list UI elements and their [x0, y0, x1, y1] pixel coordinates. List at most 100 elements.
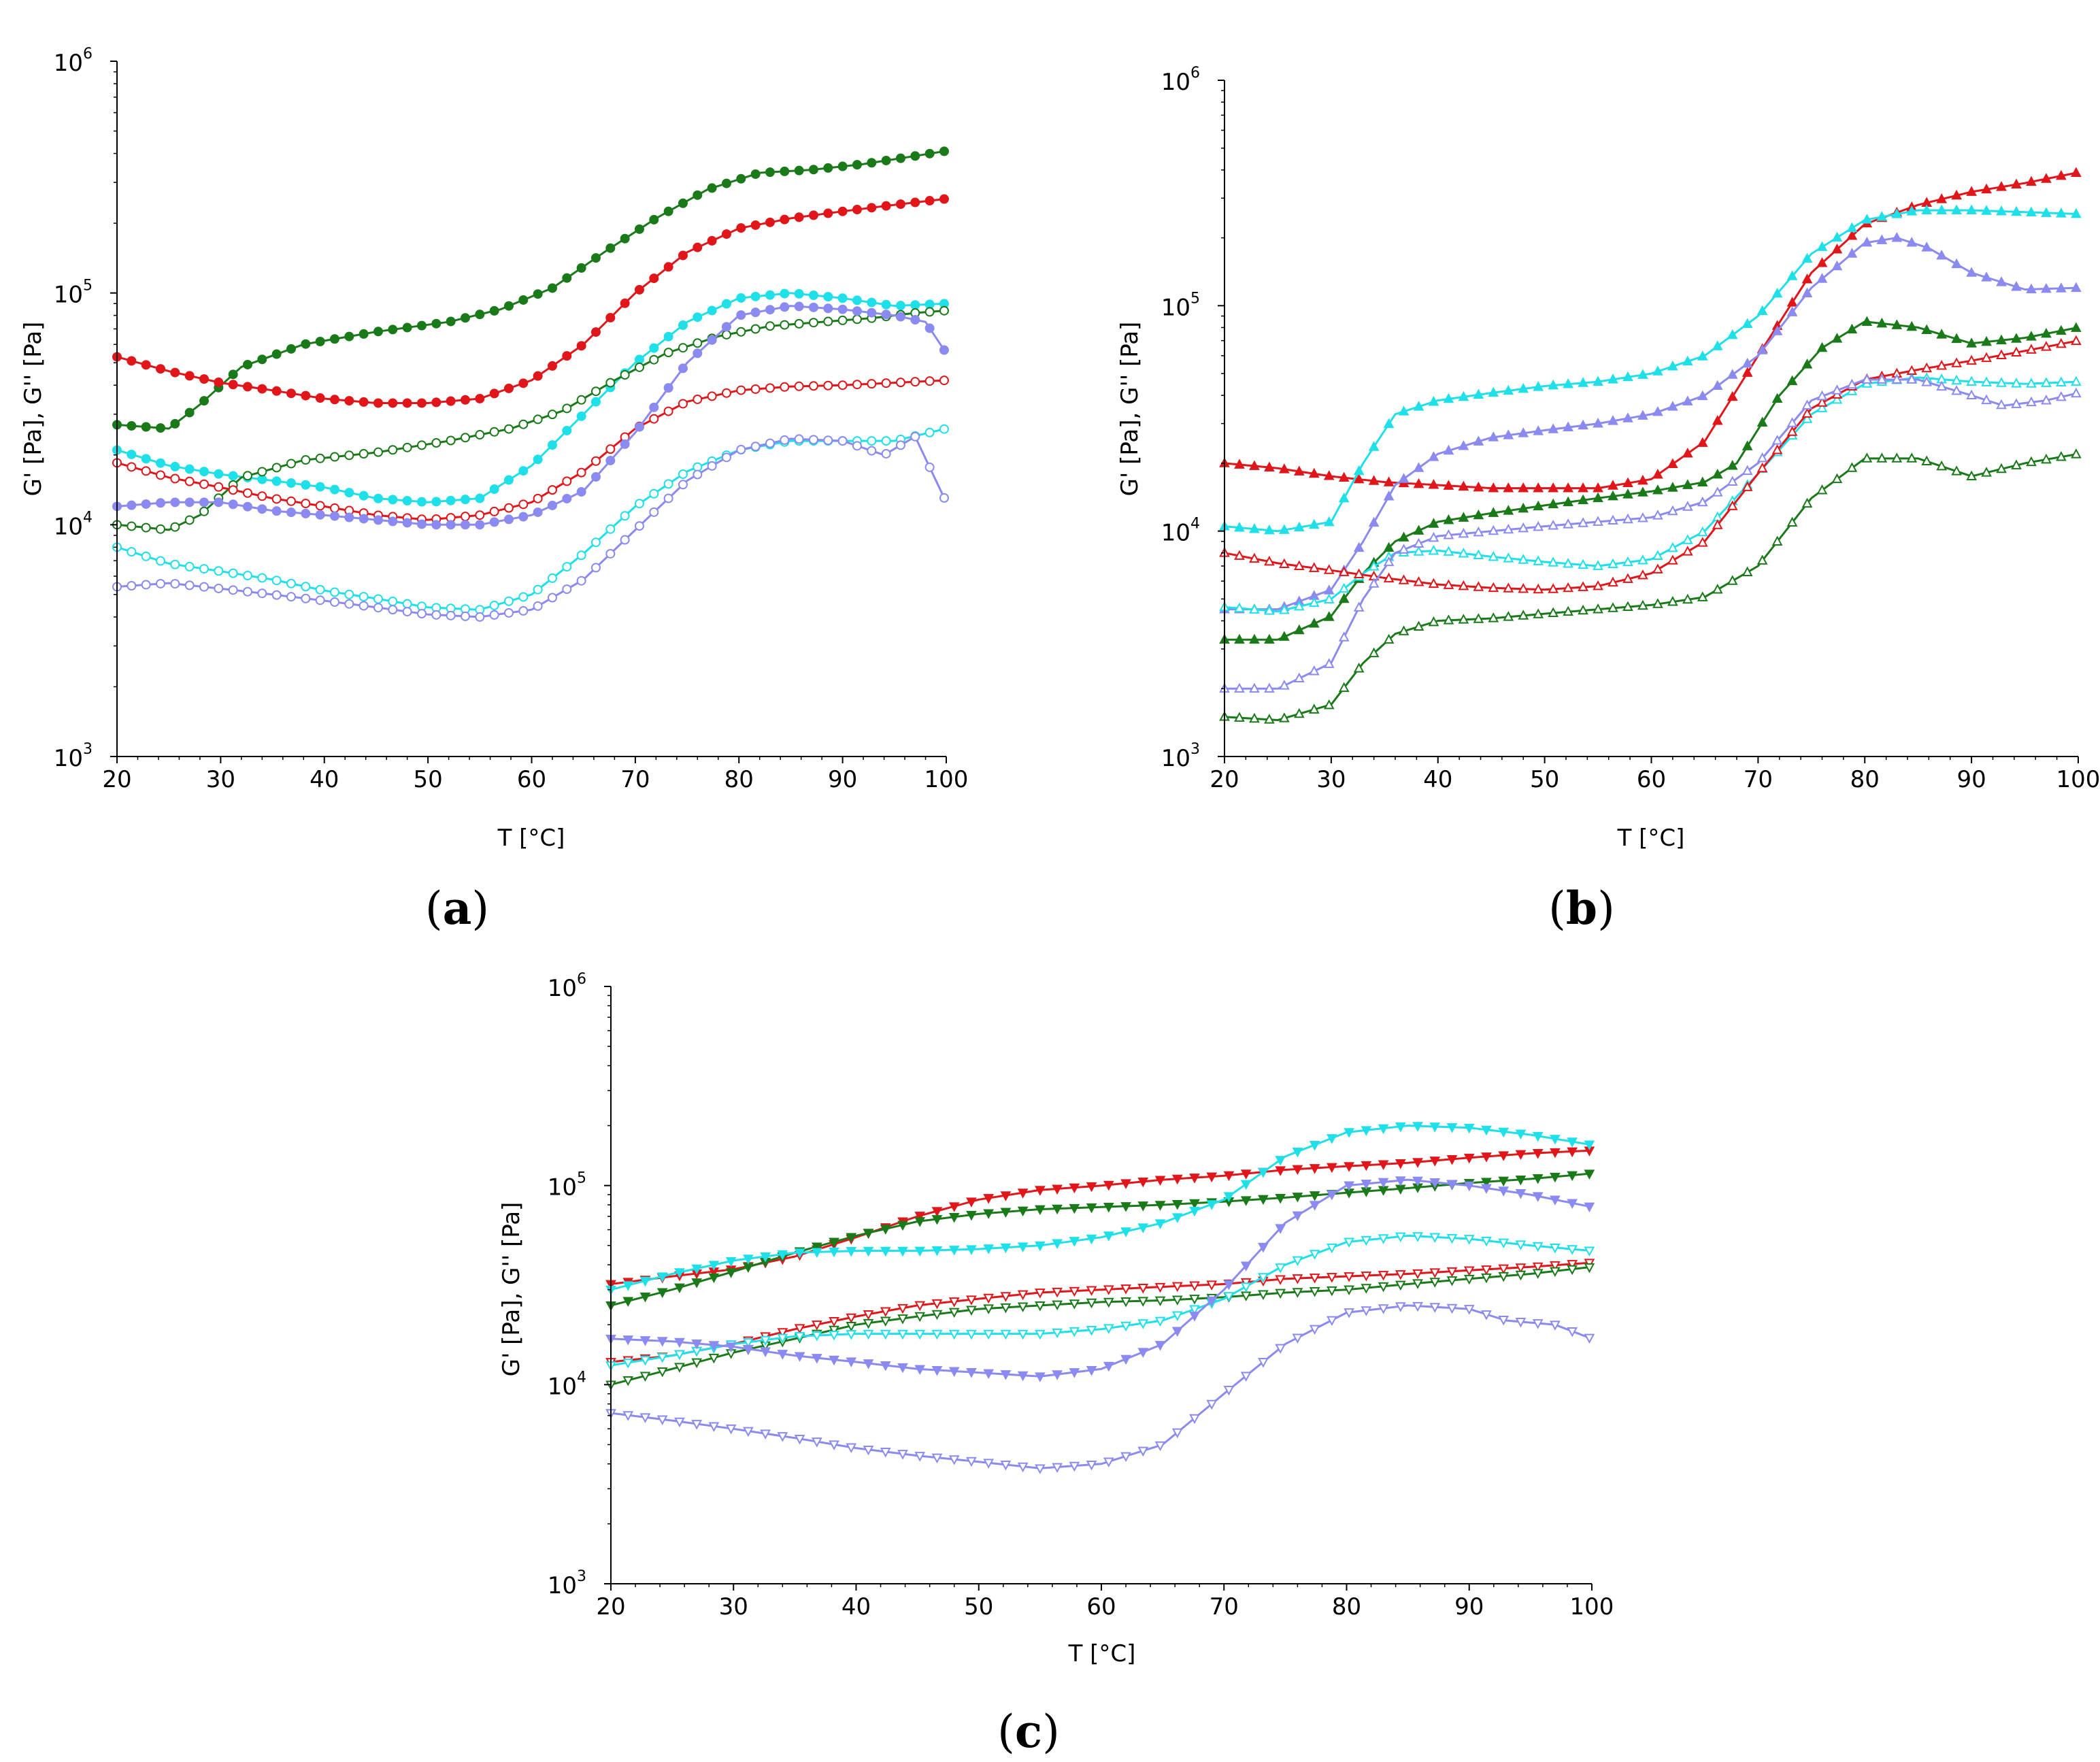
series-cyan-g- [605, 1122, 1595, 1296]
data-point [1428, 544, 1439, 555]
data-point [2011, 205, 2022, 216]
data-point [1532, 1149, 1544, 1159]
data-point [656, 1337, 668, 1347]
series-line [610, 1125, 1593, 1291]
x-tick-label: 90 [828, 766, 857, 793]
y-tick-base: 10 [1161, 520, 1190, 547]
data-point [1548, 423, 1559, 433]
y-tick-label: 106 [1161, 65, 1200, 96]
data-point [1786, 375, 1798, 386]
data-point [170, 497, 180, 508]
series-red-g- [1219, 335, 2082, 594]
data-point [829, 1331, 839, 1341]
data-point [1607, 373, 1618, 384]
data-point [1515, 1175, 1527, 1186]
data-point [1966, 470, 1977, 481]
data-point [852, 160, 862, 170]
data-point [1240, 1169, 1252, 1180]
data-point [315, 337, 325, 347]
data-point [1667, 401, 1678, 411]
data-point [1607, 576, 1618, 587]
data-point [460, 495, 470, 505]
data-point [1801, 399, 1813, 410]
data-point [1443, 444, 1454, 455]
y-tick-base: 10 [54, 282, 83, 309]
data-point [1518, 482, 1529, 493]
data-point [736, 385, 746, 395]
data-point [1652, 550, 1663, 560]
data-point [1786, 426, 1798, 436]
data-point [242, 359, 252, 369]
data-point [639, 1293, 651, 1303]
data-point [475, 612, 485, 622]
data-point [736, 223, 746, 233]
data-point [286, 496, 296, 506]
data-point [1458, 512, 1469, 522]
data-point [1518, 610, 1529, 620]
data-point [329, 334, 339, 344]
data-point [1584, 1202, 1595, 1213]
data-point [966, 1210, 977, 1221]
data-point [808, 302, 818, 312]
data-point [286, 578, 296, 588]
data-point [1607, 602, 1618, 612]
y-tick-exponent: 3 [577, 1568, 586, 1585]
data-point [1368, 475, 1380, 485]
data-point [1413, 537, 1424, 548]
data-point [286, 388, 296, 399]
data-point [914, 1312, 926, 1323]
data-point [1223, 1292, 1235, 1302]
data-point [1189, 1414, 1200, 1425]
data-point [1756, 554, 1768, 565]
data-point [1278, 524, 1290, 534]
data-point [271, 590, 282, 600]
data-point [1801, 273, 1813, 284]
series-line [1224, 339, 2079, 591]
data-point [707, 391, 717, 401]
data-point [1473, 581, 1484, 591]
data-point [1906, 205, 1918, 216]
data-point [533, 454, 543, 465]
data-point [1000, 1329, 1012, 1340]
data-point [852, 295, 862, 305]
x-tick-label: 100 [1570, 1593, 1614, 1620]
data-point [777, 1350, 788, 1360]
data-point [1503, 523, 1514, 534]
data-point [1481, 1310, 1492, 1320]
data-point [1518, 502, 1529, 513]
data-point [1000, 1292, 1012, 1302]
data-point [402, 518, 412, 528]
data-point [257, 504, 267, 514]
data-point [446, 495, 456, 505]
data-point [743, 1344, 754, 1355]
data-point [1413, 462, 1424, 472]
data-point [359, 449, 369, 459]
data-point [127, 521, 137, 531]
data-point [1327, 1163, 1337, 1174]
series-red-g- [112, 194, 949, 408]
data-point [1171, 1428, 1183, 1439]
series-layer-c [605, 1122, 1595, 1474]
data-point [1293, 672, 1305, 683]
series-line [1224, 237, 2079, 611]
series-layer-b [1219, 167, 2082, 724]
data-point [846, 1233, 857, 1243]
data-point [1120, 1179, 1131, 1189]
data-point [127, 449, 137, 459]
data-point [518, 499, 529, 510]
data-point [533, 414, 543, 425]
data-point [895, 440, 905, 450]
data-point [1234, 550, 1245, 560]
data-point [1398, 574, 1410, 584]
data-point [1463, 1123, 1475, 1134]
data-point [1966, 204, 1977, 214]
data-point [214, 482, 224, 492]
data-point [924, 427, 935, 437]
data-point [1395, 1280, 1406, 1291]
data-point [1086, 1325, 1097, 1336]
series-line [1224, 378, 2079, 690]
data-point [1017, 1329, 1029, 1340]
data-point [1951, 465, 1963, 476]
data-point [605, 455, 616, 465]
data-point [170, 473, 180, 484]
